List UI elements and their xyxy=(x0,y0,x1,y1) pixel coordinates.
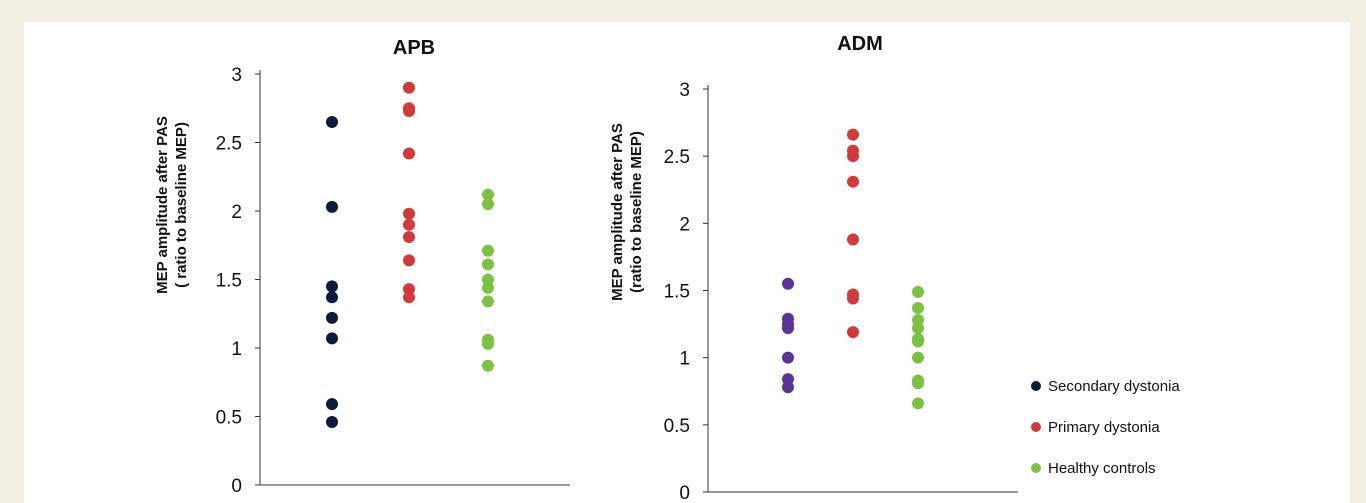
y-tick-label: 2.5 xyxy=(216,134,242,155)
data-point xyxy=(326,291,338,304)
data-point xyxy=(912,351,924,364)
legend-label: Primary dystonia xyxy=(1048,419,1160,436)
data-point xyxy=(782,277,794,290)
chart-title: ADM xyxy=(837,33,883,55)
data-point xyxy=(403,291,415,304)
data-point xyxy=(326,115,338,128)
y-tick-label: 2.5 xyxy=(664,147,690,168)
data-point xyxy=(912,397,924,410)
y-tick-label: 1.5 xyxy=(664,282,690,303)
data-point xyxy=(912,285,924,298)
data-point xyxy=(912,377,924,390)
y-tick-label: 1 xyxy=(679,349,690,370)
legend-marker xyxy=(1031,463,1041,473)
series-secondary-dystonia xyxy=(782,277,794,394)
data-point xyxy=(403,283,415,296)
data-point xyxy=(482,337,494,350)
legend-marker xyxy=(1031,381,1041,391)
y-tick-label: 2 xyxy=(679,214,690,235)
y-tick-label: 2 xyxy=(231,202,242,223)
y-axis-label-line: ( ratio to baseline MEP) xyxy=(173,122,190,288)
y-tick-label: 0 xyxy=(679,483,690,503)
data-point xyxy=(482,295,494,308)
data-point xyxy=(403,81,415,94)
series-primary-dystonia xyxy=(403,81,415,304)
y-tick-label: 0.5 xyxy=(664,416,690,437)
data-point xyxy=(847,128,859,141)
data-point xyxy=(403,147,415,160)
data-point xyxy=(912,322,924,335)
data-point xyxy=(482,188,494,201)
y-axis-label: MEP amplitude after PAS( ratio to baseli… xyxy=(154,116,190,294)
chart-panel-adm: ADM 0 0.5 1 1.5 2 2.5 3 MEP amplitude after PAS(… xyxy=(609,33,1018,503)
data-point xyxy=(482,244,494,257)
data-point xyxy=(847,175,859,188)
data-point xyxy=(482,273,494,286)
y-axis-label-line: (ratio to baseline MEP) xyxy=(628,131,645,293)
data-point xyxy=(326,398,338,411)
chart-panel-apb: APB 0 0.5 1 1.5 2 2.5 3 MEP amplitude after PAS(… xyxy=(154,37,570,497)
series-secondary-dystonia xyxy=(326,115,338,428)
data-point xyxy=(782,322,794,335)
series-healthy-controls xyxy=(912,285,924,410)
data-point xyxy=(847,150,859,163)
y-tick-label: 0.5 xyxy=(216,408,242,429)
data-point xyxy=(326,311,338,324)
y-axis-label-line: MEP amplitude after PAS xyxy=(154,116,171,294)
legend-label: Secondary dystonia xyxy=(1048,378,1180,395)
y-axis-label-line: MEP amplitude after PAS xyxy=(609,123,626,301)
data-point xyxy=(403,254,415,267)
data-point xyxy=(482,359,494,372)
data-point xyxy=(326,415,338,428)
data-point xyxy=(403,207,415,220)
data-point xyxy=(482,198,494,211)
chart-title: APB xyxy=(393,37,435,59)
data-point xyxy=(912,335,924,348)
data-point xyxy=(782,351,794,364)
legend-label: Healthy controls xyxy=(1048,460,1156,477)
data-point xyxy=(326,280,338,293)
data-point xyxy=(847,292,859,305)
data-point xyxy=(326,200,338,213)
figure-panel: APB 0 0.5 1 1.5 2 2.5 3 MEP amplitude after PAS(… xyxy=(24,22,1350,503)
legend-marker xyxy=(1031,422,1041,432)
series-primary-dystonia xyxy=(847,128,859,339)
y-tick-label: 3 xyxy=(231,65,242,86)
data-point xyxy=(326,332,338,345)
legend: Secondary dystonia Primary dystonia Health… xyxy=(1031,378,1180,477)
data-point xyxy=(782,381,794,394)
data-point xyxy=(912,301,924,314)
series-healthy-controls xyxy=(482,188,494,372)
data-point xyxy=(482,281,494,294)
y-tick-label: 0 xyxy=(231,476,242,497)
data-point xyxy=(847,326,859,339)
data-point xyxy=(403,218,415,231)
y-tick-label: 3 xyxy=(679,80,690,101)
y-tick-label: 1.5 xyxy=(216,271,242,292)
y-axis-label: MEP amplitude after PAS (ratio to baselin… xyxy=(609,123,645,301)
data-point xyxy=(403,231,415,244)
data-point xyxy=(847,233,859,246)
y-tick-label: 1 xyxy=(231,339,242,360)
data-point xyxy=(482,258,494,271)
data-point xyxy=(403,104,415,117)
